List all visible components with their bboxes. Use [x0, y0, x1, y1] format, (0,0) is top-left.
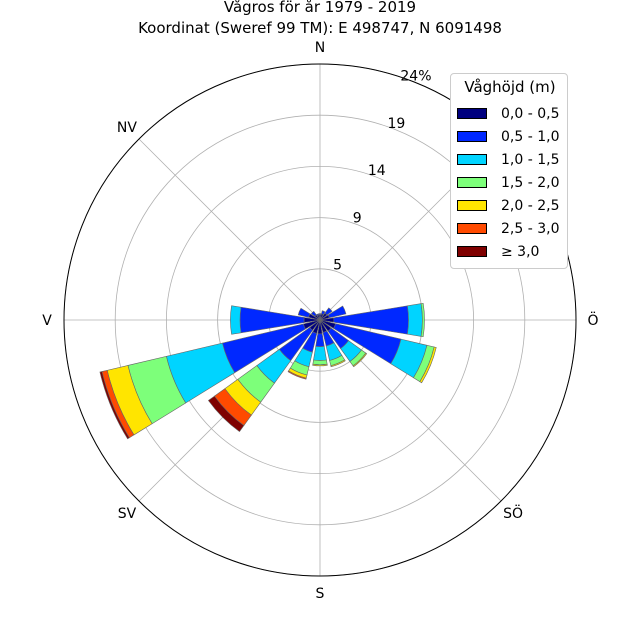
legend: Våghöjd (m) 0,0 - 0,5 0,5 - 1,0 1,0 - 1,…: [450, 73, 568, 269]
rose-bar-segment: [297, 307, 311, 318]
legend-label: ≥ 3,0: [501, 244, 540, 260]
direction-label: SV: [118, 506, 137, 522]
legend-label: 2,0 - 2,5: [501, 198, 560, 214]
rose-bar-segment: [99, 371, 130, 440]
chart-subtitle: Koordinat (Sweref 99 TM): E 498747, N 60…: [138, 19, 502, 37]
direction-label: Ö: [587, 311, 598, 329]
legend-swatch: [457, 177, 487, 188]
legend-swatch: [457, 223, 487, 234]
direction-label: NV: [117, 120, 137, 136]
legend-item: 2,0 - 2,5: [457, 196, 567, 216]
rose-bar-segment: [324, 307, 333, 316]
rose-bar-segment: [310, 310, 317, 317]
rose-bar-segment: [352, 352, 368, 368]
radial-tick-label: 5: [333, 258, 342, 274]
legend-item: 0,5 - 1,0: [457, 127, 567, 147]
direction-label: N: [315, 40, 325, 56]
radial-tick-label: 24%: [400, 68, 431, 84]
legend-label: 0,5 - 1,0: [501, 129, 560, 145]
rose-bar-segment: [330, 359, 346, 368]
legend-swatch: [457, 154, 487, 165]
legend-label: 2,5 - 3,0: [501, 221, 560, 237]
legend-item: 2,5 - 3,0: [457, 219, 567, 239]
legend-item: ≥ 3,0: [457, 242, 567, 262]
rose-bar-segment: [312, 359, 328, 366]
radial-tick-label: 9: [353, 210, 362, 226]
legend-swatch: [457, 200, 487, 211]
legend-item: 1,5 - 2,0: [457, 173, 567, 193]
rose-bar-segment: [321, 310, 326, 315]
radial-tick-label: 14: [368, 163, 386, 179]
radial-tick-label: 19: [387, 116, 405, 132]
rose-bar-segment: [407, 303, 423, 337]
legend-label: 0,0 - 0,5: [501, 106, 560, 122]
direction-label: SÖ: [503, 504, 523, 522]
rose-bar-segment: [318, 313, 322, 316]
legend-swatch: [457, 246, 487, 257]
legend-swatch: [457, 131, 487, 142]
legend-title: Våghöjd (m): [464, 78, 556, 96]
grid-spoke: [138, 138, 321, 321]
direction-label: S: [316, 586, 325, 602]
rose-bar-segment: [419, 346, 437, 384]
rose-bar-segment: [230, 305, 242, 335]
rose-bar-segment: [420, 302, 425, 338]
polar-frame: [63, 63, 577, 577]
rose-bar-segment: [315, 333, 325, 347]
legend-item: 1,0 - 1,5: [457, 150, 567, 170]
rose-bar-segment: [316, 313, 320, 316]
rose-bar-segment: [207, 395, 245, 433]
legend-swatch: [457, 108, 487, 119]
direction-label: V: [42, 313, 52, 329]
rose-bar-segment: [312, 363, 328, 367]
legend-label: 1,5 - 2,0: [501, 175, 560, 191]
rose-bar-segment: [287, 370, 307, 380]
rose-bar-segment: [327, 305, 347, 319]
legend-label: 1,0 - 1,5: [501, 152, 560, 168]
rose-bar-segment: [313, 345, 327, 361]
legend-item: 0,0 - 0,5: [457, 104, 567, 124]
chart-title: Vågros för år 1979 - 2019: [223, 0, 417, 16]
